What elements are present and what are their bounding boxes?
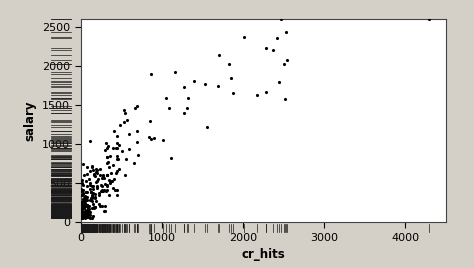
X-axis label: cr_hits: cr_hits <box>241 248 285 261</box>
Y-axis label: salary: salary <box>24 100 36 141</box>
